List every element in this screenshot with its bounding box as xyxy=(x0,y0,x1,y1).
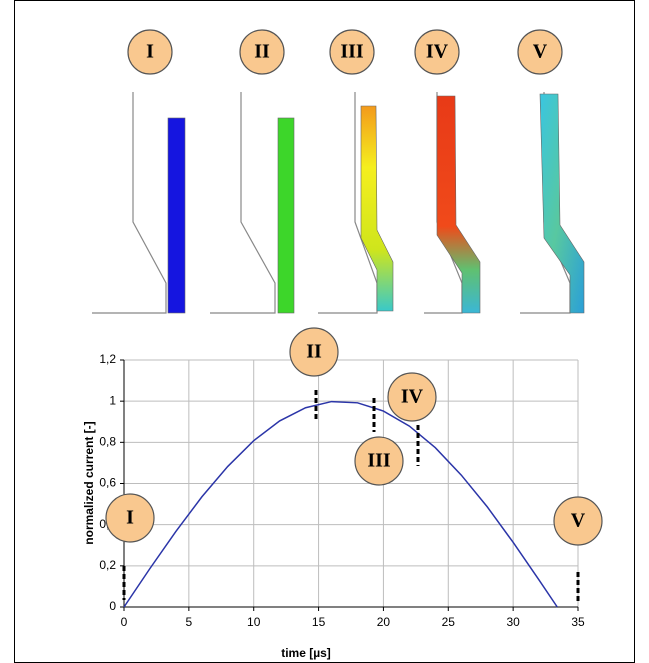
y-tick-label: 0,2 xyxy=(99,558,116,572)
x-tick-label: 5 xyxy=(186,615,193,629)
y-tick-label: 1 xyxy=(109,393,116,407)
y-tick-label: 0 xyxy=(109,599,116,613)
y-tick-label: 0,8 xyxy=(99,435,116,449)
x-tick-label: 0 xyxy=(121,615,128,629)
annotation: I xyxy=(126,507,134,529)
annotation: III xyxy=(367,450,391,472)
die-outlines xyxy=(92,92,570,313)
x-tick-label: 10 xyxy=(247,615,261,629)
y-tick-label: 1,2 xyxy=(99,352,116,366)
figure: time [µs] normalized current [-] IIIIIII… xyxy=(0,0,649,663)
x-tick-label: 25 xyxy=(442,615,456,629)
stage-label: I xyxy=(146,41,154,63)
stage-label: III xyxy=(340,41,364,63)
annotation: IV xyxy=(401,386,424,408)
annotation: V xyxy=(571,510,586,532)
stage-label: II xyxy=(254,41,270,63)
y-tick-label: 0,6 xyxy=(99,476,116,490)
x-axis-label: time [µs] xyxy=(281,646,331,660)
annotation: II xyxy=(306,341,322,363)
x-tick-label: 30 xyxy=(506,615,520,629)
stage-label: IV xyxy=(426,41,449,63)
stage-label: V xyxy=(533,41,548,63)
x-tick-label: 20 xyxy=(377,615,391,629)
y-axis-label: normalized current [-] xyxy=(82,421,96,544)
x-tick-label: 35 xyxy=(571,615,585,629)
x-tick-label: 15 xyxy=(312,615,326,629)
